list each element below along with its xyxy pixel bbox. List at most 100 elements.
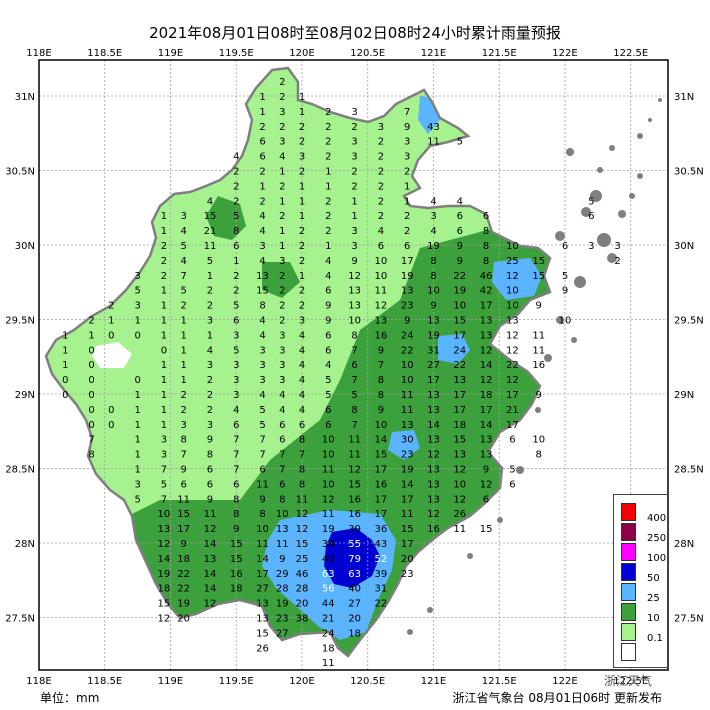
rainfall-value: 2 xyxy=(325,196,331,207)
rainfall-value: 11 xyxy=(276,539,289,550)
lat-label-left: 27.5N xyxy=(5,614,35,625)
rainfall-value: 5 xyxy=(325,375,331,386)
rainfall-value: 16 xyxy=(427,524,440,535)
legend-item: 400 xyxy=(621,503,666,524)
rainfall-value: 9 xyxy=(404,316,410,327)
rainfall-value: 4 xyxy=(259,330,265,341)
rainfall-value: 6 xyxy=(483,494,489,505)
rainfall-value: 6 xyxy=(457,211,463,222)
rainfall-value: 14 xyxy=(427,420,440,431)
rainfall-value: 8 xyxy=(299,479,305,490)
rainfall-value: 3 xyxy=(351,107,357,118)
rainfall-value: 24 xyxy=(401,330,414,341)
rainfall-value: 3 xyxy=(430,211,436,222)
rainfall-value: 0 xyxy=(62,390,68,401)
rainfall-value: 8 xyxy=(378,375,384,386)
rainfall-value: 9 xyxy=(325,316,331,327)
rainfall-value: 2 xyxy=(279,211,285,222)
rainfall-value: 15 xyxy=(204,211,217,222)
rainfall-value: 11 xyxy=(256,479,269,490)
rainfall-value: 9 xyxy=(430,301,436,312)
rainfall-value: 14 xyxy=(480,420,493,431)
rainfall-value: 15 xyxy=(296,539,309,550)
legend-item: 250 xyxy=(621,523,666,544)
rainfall-value: 1 xyxy=(259,181,265,192)
lon-label-top: 121.5E xyxy=(482,48,517,59)
island-10 xyxy=(618,210,626,218)
rainfall-value: 8 xyxy=(233,226,239,237)
rainfall-value: 1 xyxy=(259,92,265,103)
rainfall-value: 9 xyxy=(325,301,331,312)
rainfall-value: 3 xyxy=(299,152,305,163)
rainfall-value: 6 xyxy=(279,420,285,431)
rainfall-value: 10 xyxy=(506,241,519,252)
rainfall-value: 5 xyxy=(509,465,515,476)
rainfall-value: 14 xyxy=(480,360,493,371)
lat-label-left: 30N xyxy=(15,241,35,252)
rain-area-dark-blue xyxy=(324,528,380,588)
rainfall-value: 31 xyxy=(427,345,440,356)
rainfall-value: 1 xyxy=(161,211,167,222)
island-6 xyxy=(566,148,574,156)
rainfall-value: 31 xyxy=(375,584,388,595)
rainfall-value: 9 xyxy=(207,494,213,505)
rainfall-value: 15 xyxy=(532,271,545,282)
rainfall-value: 6 xyxy=(207,479,213,490)
rainfall-value: 10 xyxy=(256,524,269,535)
rainfall-value: 30 xyxy=(401,435,414,446)
rainfall-value: 8 xyxy=(279,494,285,505)
rainfall-value: 3 xyxy=(259,375,265,386)
watermark-text: 浙江天气 xyxy=(604,674,653,688)
rainfall-value: 9 xyxy=(483,465,489,476)
rainfall-value: 11 xyxy=(375,286,388,297)
rainfall-value: 25 xyxy=(296,554,309,565)
rainfall-value: 15 xyxy=(532,256,545,267)
rainfall-value: 22 xyxy=(453,360,466,371)
rainfall-value: 10 xyxy=(375,256,388,267)
rainfall-value: 18 xyxy=(453,420,466,431)
rainfall-value: 17 xyxy=(506,420,519,431)
rainfall-value: 4 xyxy=(259,390,265,401)
rainfall-value: 22 xyxy=(177,584,190,595)
rainfall-value: 7 xyxy=(279,465,285,476)
rainfall-value: 1 xyxy=(62,330,68,341)
rainfall-value: 1 xyxy=(325,167,331,178)
rainfall-value: 15 xyxy=(230,554,243,565)
rainfall-value: 1 xyxy=(279,226,285,237)
rainfall-values-layer: 21 2 11 3 1 2 32 2 2 2 2 3 9 436 3 2 2 3 2 3 11 54 6 4 3 2 3 2 32 2 1 2… xyxy=(62,77,621,669)
rainfall-value: 2 xyxy=(299,241,305,252)
rainfall-value: 3 xyxy=(134,479,140,490)
rainfall-value: 18 xyxy=(480,390,493,401)
rainfall-value: 14 xyxy=(204,569,217,580)
rainfall-value: 18 xyxy=(158,584,171,595)
rainfall-value: 9 xyxy=(180,465,186,476)
rainfall-value: 0 xyxy=(108,420,114,431)
rainfall-value: 11 xyxy=(296,494,309,505)
rain-area-mid-green-center xyxy=(262,262,300,298)
legend-item: 50 xyxy=(621,563,666,584)
rainfall-value: 10 xyxy=(427,286,440,297)
rainfall-value: 6 xyxy=(325,286,331,297)
rainfall-value: 11 xyxy=(532,330,545,341)
rainfall-value: 19 xyxy=(177,599,190,610)
rainfall-value: 13 xyxy=(453,450,466,461)
rainfall-value: 23 xyxy=(401,301,414,312)
rainfall-value: 2 xyxy=(279,301,285,312)
rainfall-value: 6 xyxy=(325,330,331,341)
rainfall-value: 4 xyxy=(279,390,285,401)
rainfall-value: 4 xyxy=(299,345,305,356)
rainfall-value: 1 xyxy=(207,330,213,341)
rainfall-value: 10 xyxy=(401,375,414,386)
rainfall-value: 17 xyxy=(453,330,466,341)
rainfall-value: 1 xyxy=(134,405,140,416)
rainfall-value: 1 xyxy=(233,256,239,267)
rainfall-value: 1 xyxy=(161,375,167,386)
rainfall-value: 21 xyxy=(204,226,217,237)
island-9 xyxy=(637,173,643,179)
rainfall-value: 2 xyxy=(259,196,265,207)
rainfall-value: 19 xyxy=(427,241,440,252)
rainfall-value: 52 xyxy=(375,554,388,565)
rainfall-value: 17 xyxy=(375,465,388,476)
rainfall-value: 0 xyxy=(88,405,94,416)
lon-label-top: 121E xyxy=(421,48,446,59)
